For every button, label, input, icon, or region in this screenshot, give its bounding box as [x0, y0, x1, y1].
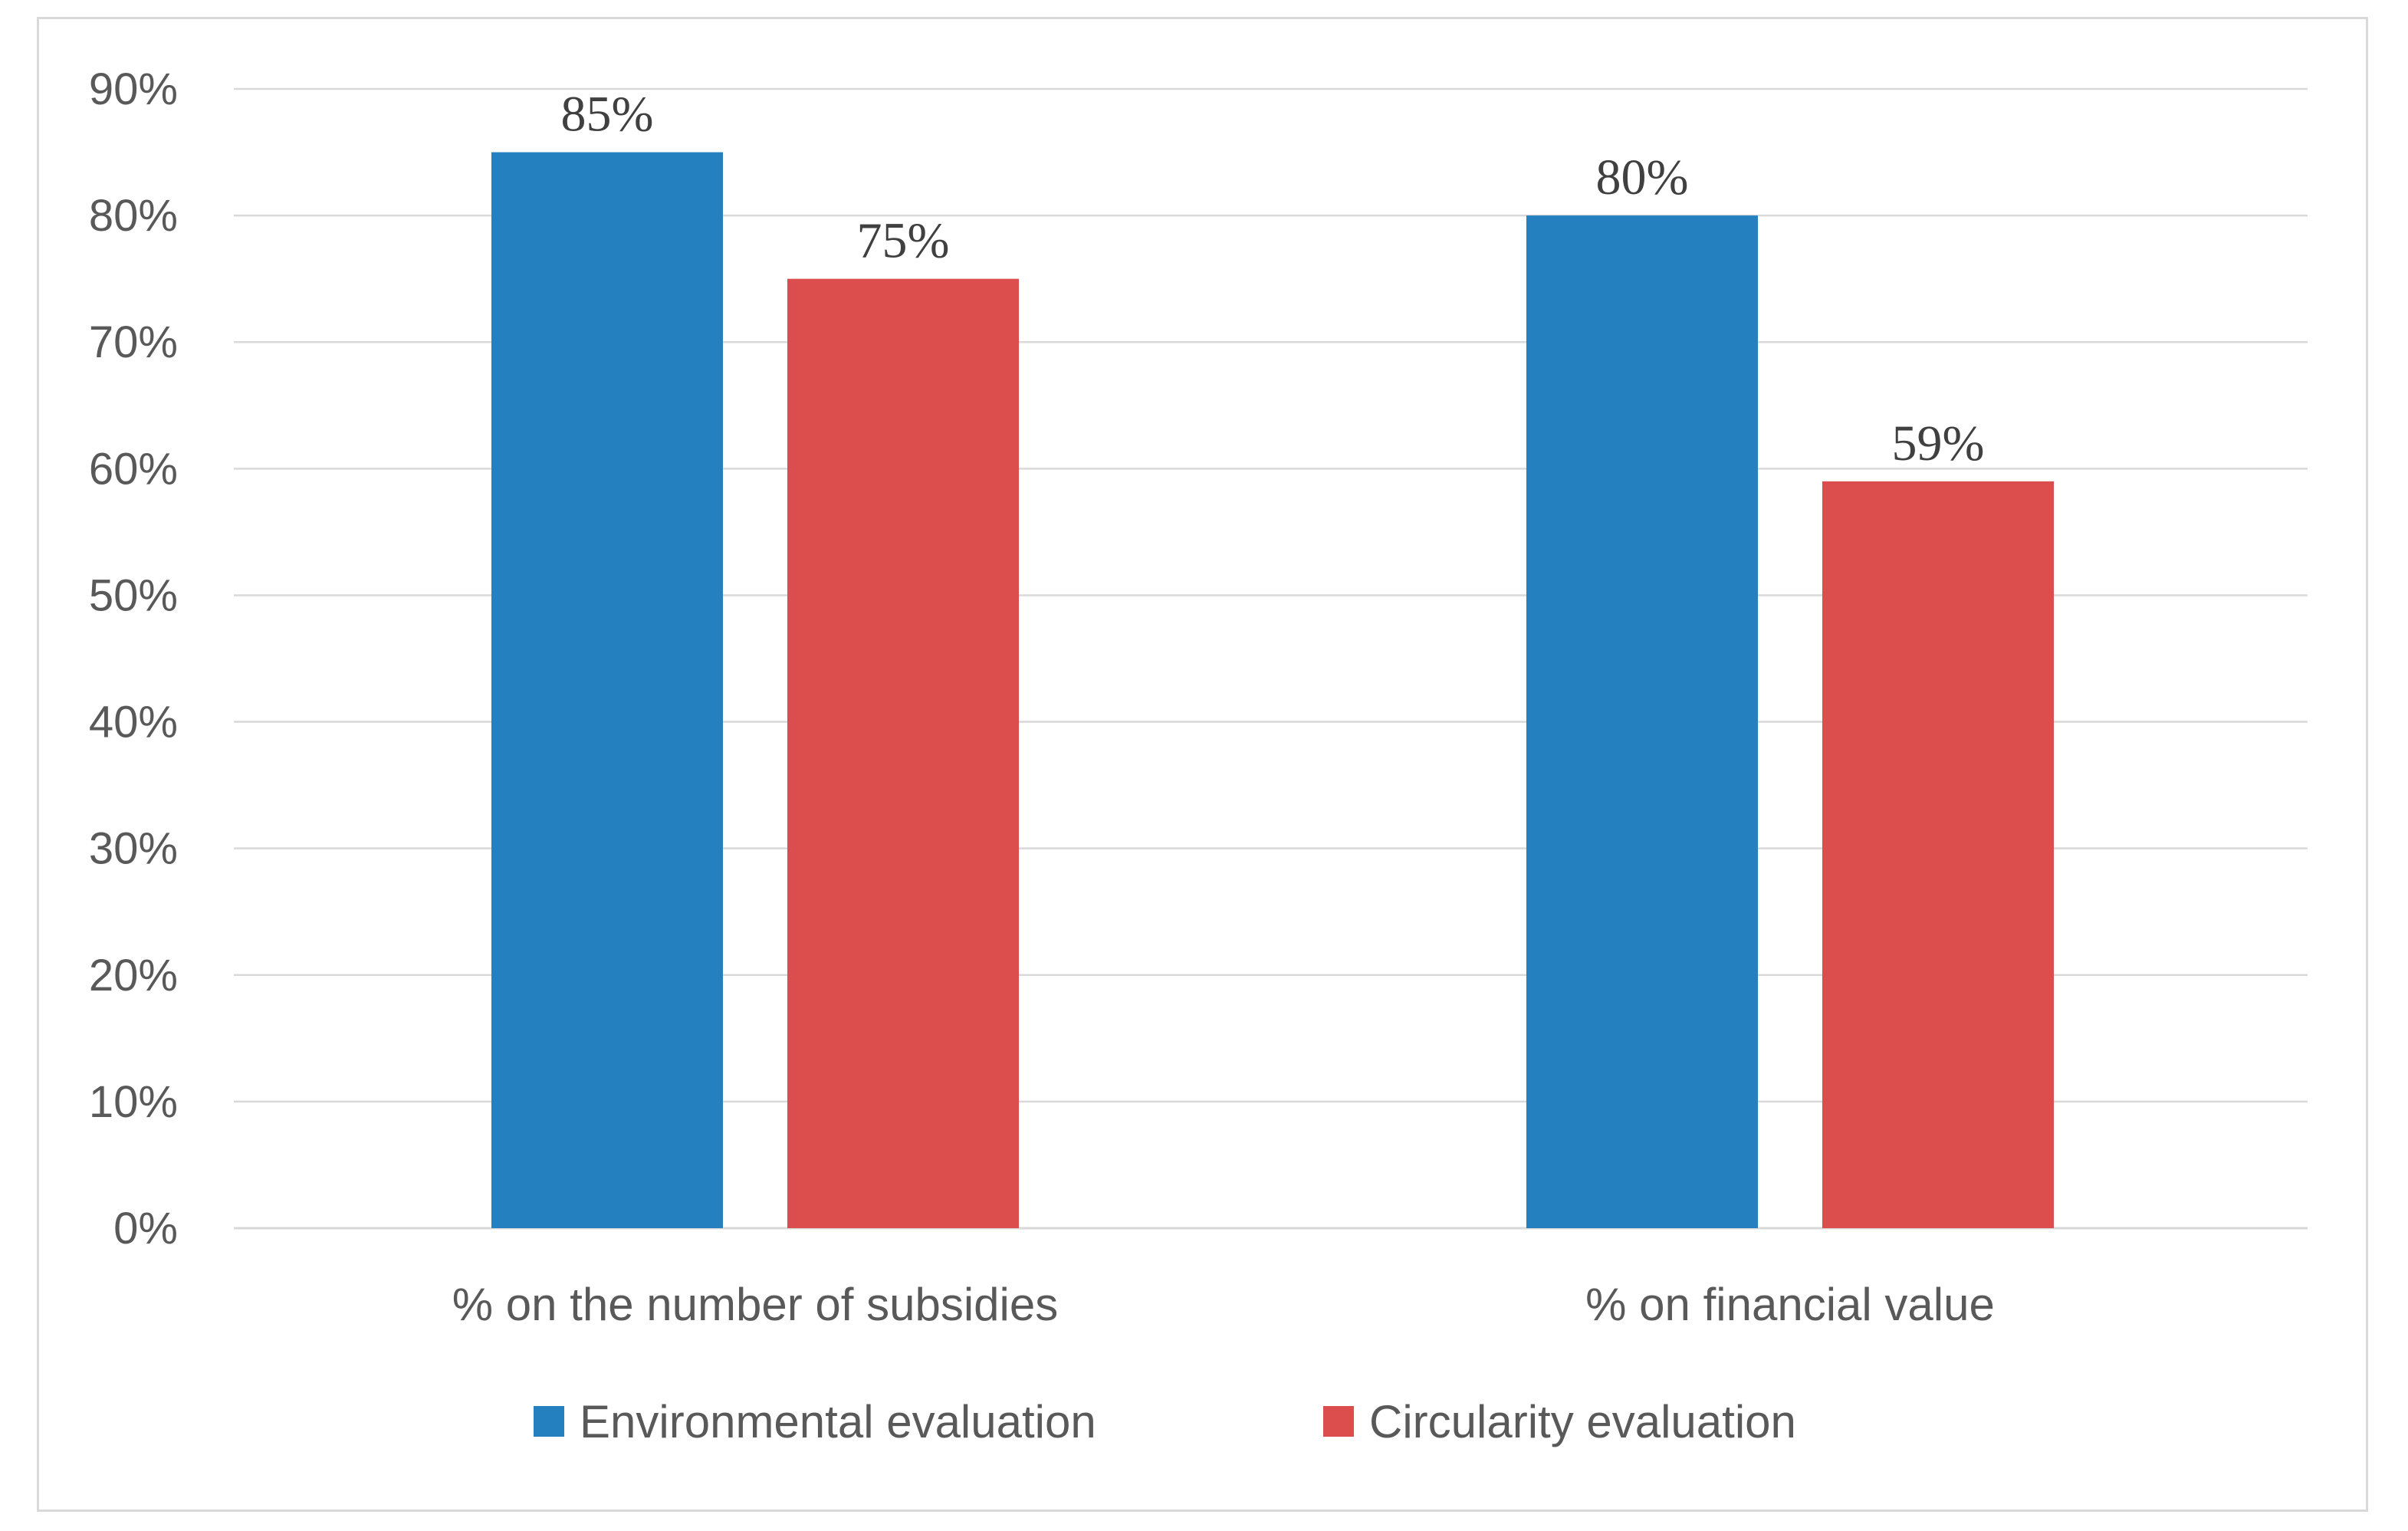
x-axis-categories: % on the number of subsidies % on financi… [452, 1279, 1995, 1330]
data-label: 85% [561, 87, 654, 143]
bar-environmental-0 [491, 152, 723, 1229]
legend: Environmental evaluation Circularity eval… [534, 1396, 1796, 1447]
x-category-label: % on the number of subsidies [452, 1279, 1058, 1330]
y-axis-ticks: 0% 10% 20% 30% 40% 50% 60% 70% 80% 90% [89, 64, 178, 1253]
legend-swatch-circularity [1323, 1406, 1354, 1437]
y-tick-label: 60% [89, 444, 178, 494]
bar-environmental-1 [1526, 215, 1758, 1229]
data-label: 80% [1596, 149, 1689, 205]
y-tick-label: 40% [89, 698, 178, 747]
bars [491, 152, 2054, 1229]
y-tick-label: 0% [113, 1204, 178, 1253]
bar-circularity-0 [787, 278, 1019, 1229]
y-tick-label: 80% [89, 191, 178, 241]
x-category-label: % on financial value [1585, 1279, 1995, 1330]
y-tick-label: 50% [89, 570, 178, 620]
y-tick-label: 30% [89, 824, 178, 874]
y-tick-label: 10% [89, 1077, 178, 1127]
legend-label-environmental: Environmental evaluation [580, 1396, 1096, 1447]
legend-label-circularity: Circularity evaluation [1369, 1396, 1796, 1447]
bar-circularity-1 [1822, 481, 2054, 1228]
legend-swatch-environmental [534, 1406, 564, 1437]
y-tick-label: 70% [89, 317, 178, 367]
data-labels: 85% 75% 80% 59% [561, 87, 1985, 471]
data-label: 75% [857, 213, 950, 269]
y-tick-label: 20% [89, 951, 178, 1000]
y-tick-label: 90% [89, 64, 178, 114]
data-label: 59% [1892, 416, 1985, 471]
